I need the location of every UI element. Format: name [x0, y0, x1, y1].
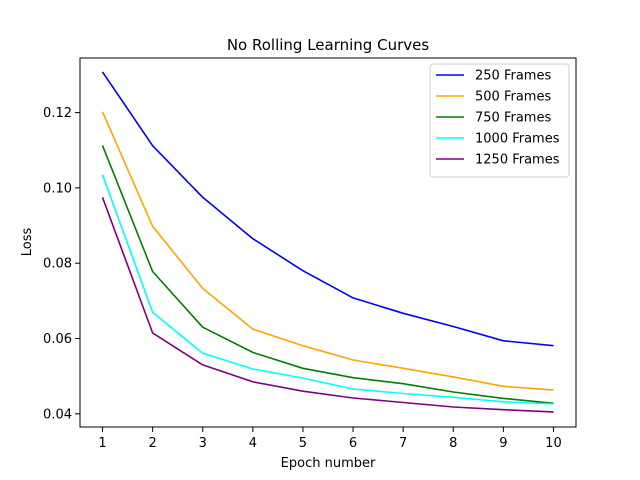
x-tick-label: 6 [349, 436, 357, 451]
x-axis-ticks: 1 2 3 4 5 6 7 8 9 10 [98, 427, 562, 451]
plot-lines [101, 71, 554, 413]
legend-label: 1250 Frames [475, 153, 560, 168]
series-line-4 [101, 174, 554, 405]
y-tick-label: 0.12 [43, 106, 72, 121]
legend-box [429, 63, 570, 178]
legend-label: 750 Frames [475, 111, 551, 126]
y-axis-ticks: 0.04 0.06 0.08 0.10 0.12 [43, 106, 80, 422]
y-tick-label: 0.10 [43, 181, 72, 196]
y-tick-label: 0.08 [43, 257, 72, 272]
x-tick-label: 9 [499, 436, 507, 451]
legend-label: 500 Frames [475, 90, 551, 105]
x-axis-label: Epoch number [281, 456, 376, 471]
y-axis-label: Loss [20, 228, 35, 257]
x-tick-label: 5 [299, 436, 307, 451]
legend: 250 Frames 500 Frames 750 Frames 1000 Frame… [429, 63, 570, 178]
chart-title: No Rolling Learning Curves [227, 36, 430, 54]
y-tick-label: 0.06 [43, 332, 72, 347]
series-line-5 [101, 197, 554, 413]
series-line-2 [101, 111, 554, 391]
x-tick-label: 4 [249, 436, 257, 451]
plot-frame [79, 57, 577, 428]
x-tick-label: 7 [399, 436, 407, 451]
x-tick-label: 1 [98, 436, 106, 451]
legend-label: 250 Frames [475, 69, 551, 84]
x-tick-label: 8 [449, 436, 457, 451]
x-tick-label: 3 [199, 436, 207, 451]
x-tick-label: 2 [149, 436, 157, 451]
legend-label: 1000 Frames [475, 132, 560, 147]
series-line-3 [101, 145, 554, 405]
series-line-1 [101, 71, 554, 347]
y-tick-label: 0.04 [43, 407, 72, 422]
x-tick-label: 10 [545, 436, 562, 451]
